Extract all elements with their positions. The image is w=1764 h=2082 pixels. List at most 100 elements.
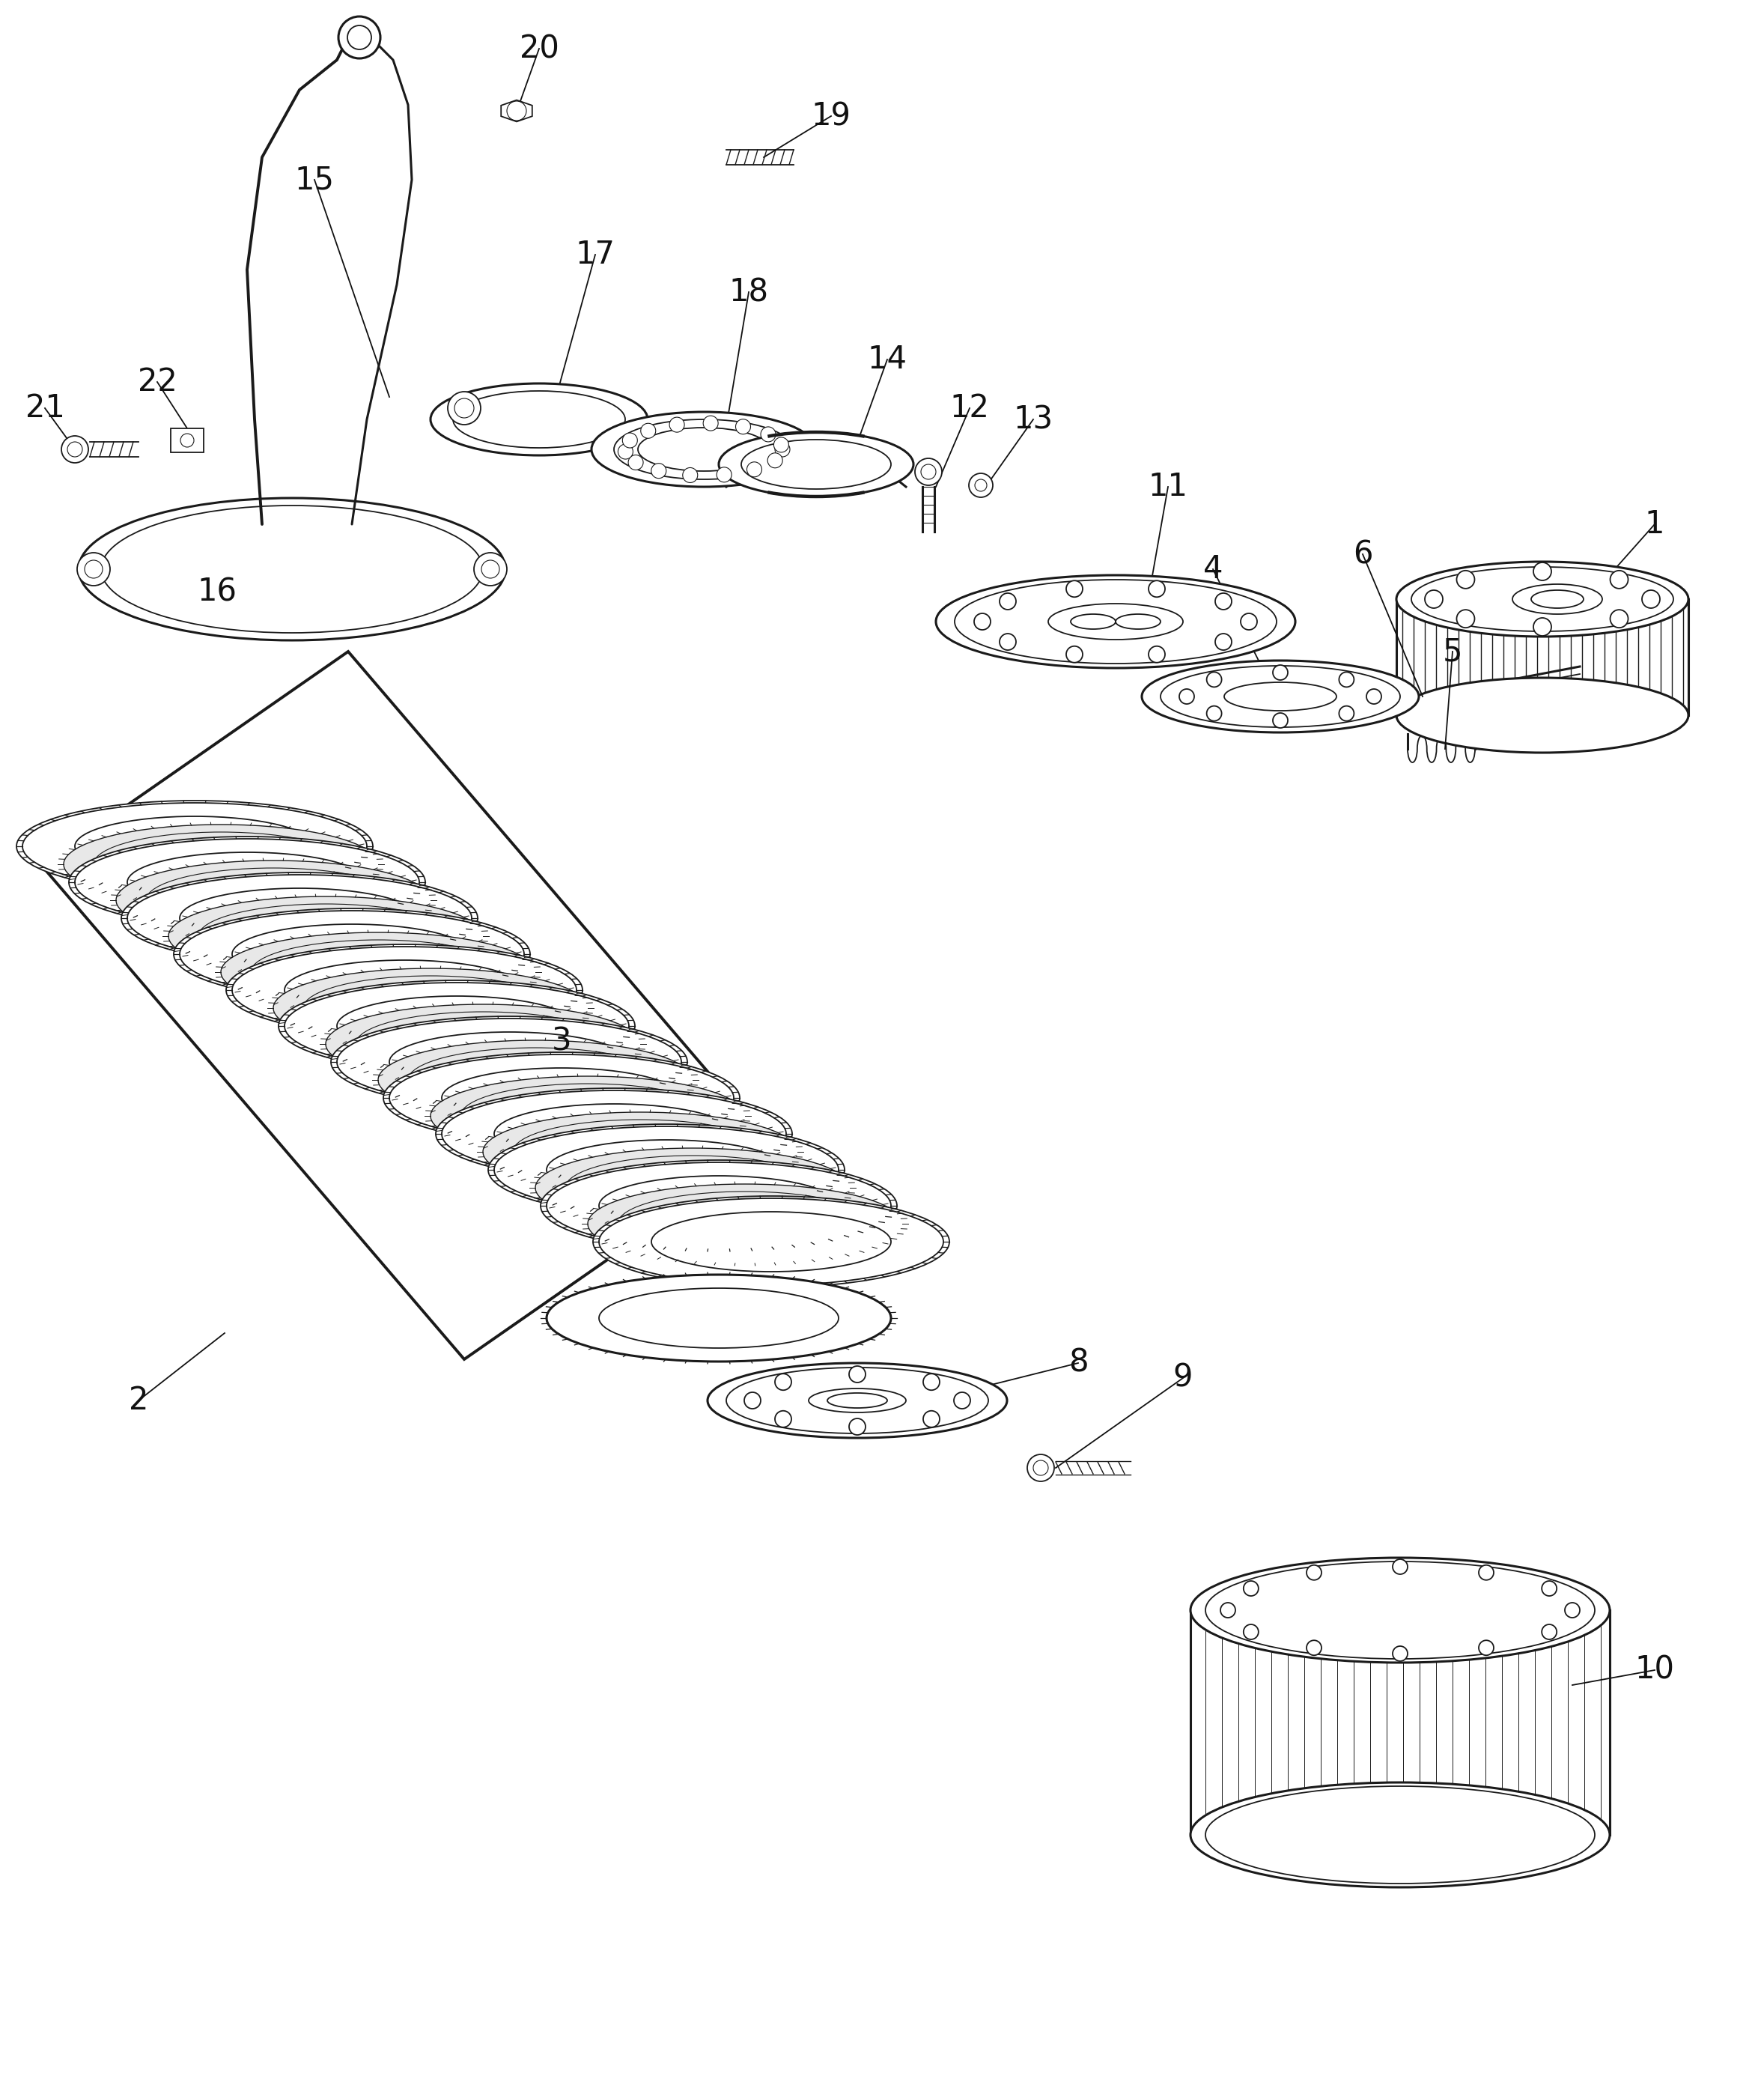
- Circle shape: [736, 418, 751, 435]
- Circle shape: [339, 17, 381, 58]
- Ellipse shape: [180, 889, 420, 947]
- Circle shape: [1215, 633, 1231, 650]
- Circle shape: [1533, 618, 1551, 635]
- Circle shape: [640, 423, 656, 439]
- Circle shape: [1478, 1641, 1494, 1655]
- Ellipse shape: [74, 816, 314, 877]
- Ellipse shape: [127, 874, 471, 962]
- Ellipse shape: [1397, 679, 1688, 754]
- Circle shape: [1148, 581, 1164, 598]
- Circle shape: [62, 435, 88, 462]
- Circle shape: [1027, 1455, 1055, 1482]
- Circle shape: [1274, 712, 1288, 729]
- Ellipse shape: [64, 824, 377, 904]
- Text: 14: 14: [868, 344, 907, 375]
- Ellipse shape: [69, 837, 425, 929]
- Ellipse shape: [587, 1185, 901, 1264]
- Circle shape: [704, 416, 718, 431]
- Ellipse shape: [547, 1139, 787, 1199]
- Circle shape: [1642, 589, 1660, 608]
- Circle shape: [1148, 645, 1164, 662]
- Ellipse shape: [436, 1089, 792, 1180]
- Circle shape: [1533, 562, 1551, 581]
- Ellipse shape: [337, 1018, 681, 1106]
- Circle shape: [760, 427, 776, 441]
- Circle shape: [1274, 664, 1288, 681]
- Circle shape: [1457, 570, 1475, 589]
- Ellipse shape: [1191, 1557, 1611, 1664]
- Circle shape: [623, 433, 637, 448]
- Circle shape: [716, 466, 732, 483]
- Circle shape: [78, 552, 109, 585]
- Circle shape: [923, 1412, 940, 1428]
- Circle shape: [1339, 706, 1355, 720]
- Circle shape: [1000, 593, 1016, 610]
- Ellipse shape: [593, 1195, 949, 1287]
- Circle shape: [1425, 589, 1443, 608]
- Ellipse shape: [1141, 660, 1418, 733]
- Ellipse shape: [483, 1112, 797, 1191]
- Circle shape: [1565, 1603, 1581, 1618]
- Circle shape: [1478, 1566, 1494, 1580]
- Text: 8: 8: [1069, 1347, 1088, 1378]
- Circle shape: [974, 614, 991, 631]
- Circle shape: [746, 462, 762, 477]
- Ellipse shape: [173, 908, 531, 999]
- Circle shape: [448, 391, 480, 425]
- Text: 1: 1: [1644, 508, 1665, 539]
- Circle shape: [475, 552, 506, 585]
- Ellipse shape: [494, 1126, 838, 1214]
- Text: 11: 11: [1148, 471, 1187, 502]
- Ellipse shape: [1191, 1782, 1611, 1886]
- Ellipse shape: [441, 1068, 681, 1128]
- Text: 21: 21: [25, 391, 65, 425]
- Circle shape: [923, 1374, 940, 1391]
- Circle shape: [1367, 689, 1381, 704]
- Text: 12: 12: [949, 391, 990, 425]
- Ellipse shape: [74, 839, 420, 926]
- Text: 18: 18: [729, 277, 769, 308]
- Circle shape: [1215, 593, 1231, 610]
- Polygon shape: [501, 100, 533, 121]
- Ellipse shape: [122, 872, 478, 964]
- Ellipse shape: [390, 1033, 630, 1091]
- Ellipse shape: [1397, 562, 1688, 637]
- Circle shape: [1180, 689, 1194, 704]
- Text: 15: 15: [295, 164, 335, 196]
- Circle shape: [1000, 633, 1016, 650]
- Text: 13: 13: [1013, 404, 1053, 435]
- Circle shape: [774, 1374, 792, 1391]
- Circle shape: [1065, 581, 1083, 598]
- Ellipse shape: [337, 995, 577, 1056]
- Circle shape: [1244, 1624, 1258, 1639]
- Circle shape: [683, 468, 697, 483]
- Circle shape: [628, 456, 644, 471]
- Circle shape: [1611, 570, 1628, 589]
- Circle shape: [916, 458, 942, 485]
- Circle shape: [651, 464, 667, 479]
- Circle shape: [1457, 610, 1475, 627]
- Text: 20: 20: [519, 33, 559, 65]
- Circle shape: [1307, 1641, 1321, 1655]
- Circle shape: [1542, 1580, 1558, 1597]
- Circle shape: [1221, 1603, 1235, 1618]
- Ellipse shape: [547, 1274, 891, 1362]
- Circle shape: [767, 454, 783, 468]
- Ellipse shape: [651, 1212, 891, 1272]
- Ellipse shape: [332, 1016, 688, 1108]
- Ellipse shape: [220, 933, 534, 1012]
- Ellipse shape: [226, 945, 582, 1035]
- Circle shape: [954, 1393, 970, 1410]
- Ellipse shape: [591, 412, 817, 487]
- Text: 16: 16: [198, 577, 236, 608]
- Text: 9: 9: [1173, 1362, 1192, 1393]
- Ellipse shape: [284, 960, 524, 1020]
- Circle shape: [1207, 706, 1222, 720]
- Text: 10: 10: [1635, 1655, 1674, 1686]
- Ellipse shape: [169, 897, 483, 976]
- Text: 6: 6: [1353, 539, 1372, 570]
- Ellipse shape: [600, 1199, 944, 1285]
- Circle shape: [968, 473, 993, 498]
- Circle shape: [1065, 645, 1083, 662]
- Ellipse shape: [430, 383, 647, 456]
